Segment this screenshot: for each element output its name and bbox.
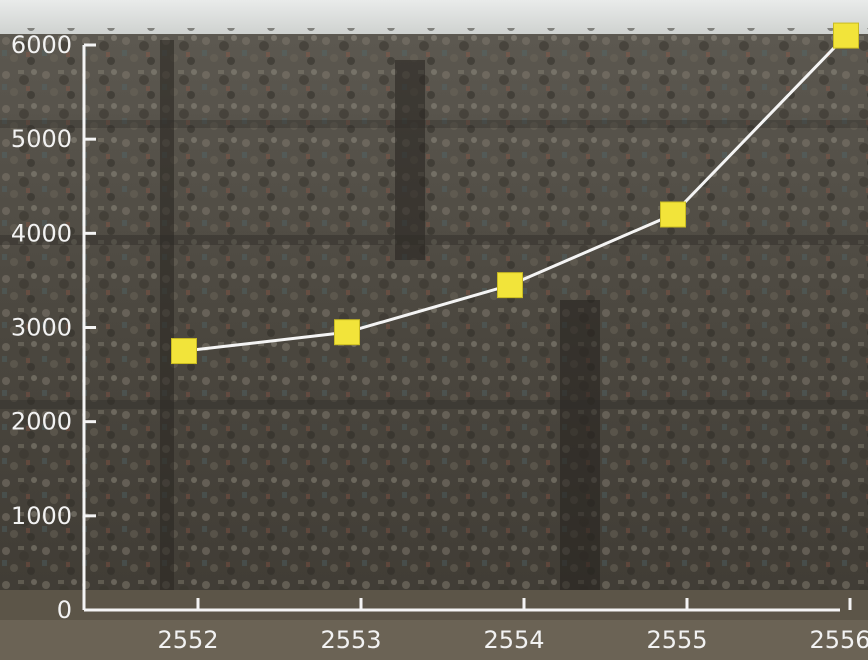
series-line — [183, 34, 848, 353]
x-tick-label: 2554 — [483, 626, 544, 654]
y-tick-label: 3000 — [11, 314, 72, 342]
data-point-2556 — [833, 22, 859, 49]
data-point-2555 — [660, 201, 686, 228]
data-point-2552 — [171, 338, 197, 365]
x-tick-label: 2552 — [157, 626, 218, 654]
y-tick-label: 0 — [57, 596, 72, 624]
series-line-group — [183, 34, 848, 353]
y-axis: 0 1000 2000 3000 4000 5000 6000 — [11, 31, 96, 624]
y-tick-label: 4000 — [11, 219, 72, 247]
y-tick-label: 6000 — [11, 31, 72, 59]
x-axis: 2552 2553 2554 2555 2556 — [84, 598, 868, 654]
y-tick-label: 1000 — [11, 502, 72, 530]
x-tick-label: 2556 — [809, 626, 868, 654]
data-point-2553 — [334, 319, 360, 346]
data-point-2554 — [497, 272, 523, 299]
x-tick-label: 2555 — [646, 626, 707, 654]
y-tick-label: 2000 — [11, 408, 72, 436]
y-tick-label: 5000 — [11, 125, 72, 153]
data-markers — [171, 22, 859, 365]
x-tick-label: 2553 — [320, 626, 381, 654]
